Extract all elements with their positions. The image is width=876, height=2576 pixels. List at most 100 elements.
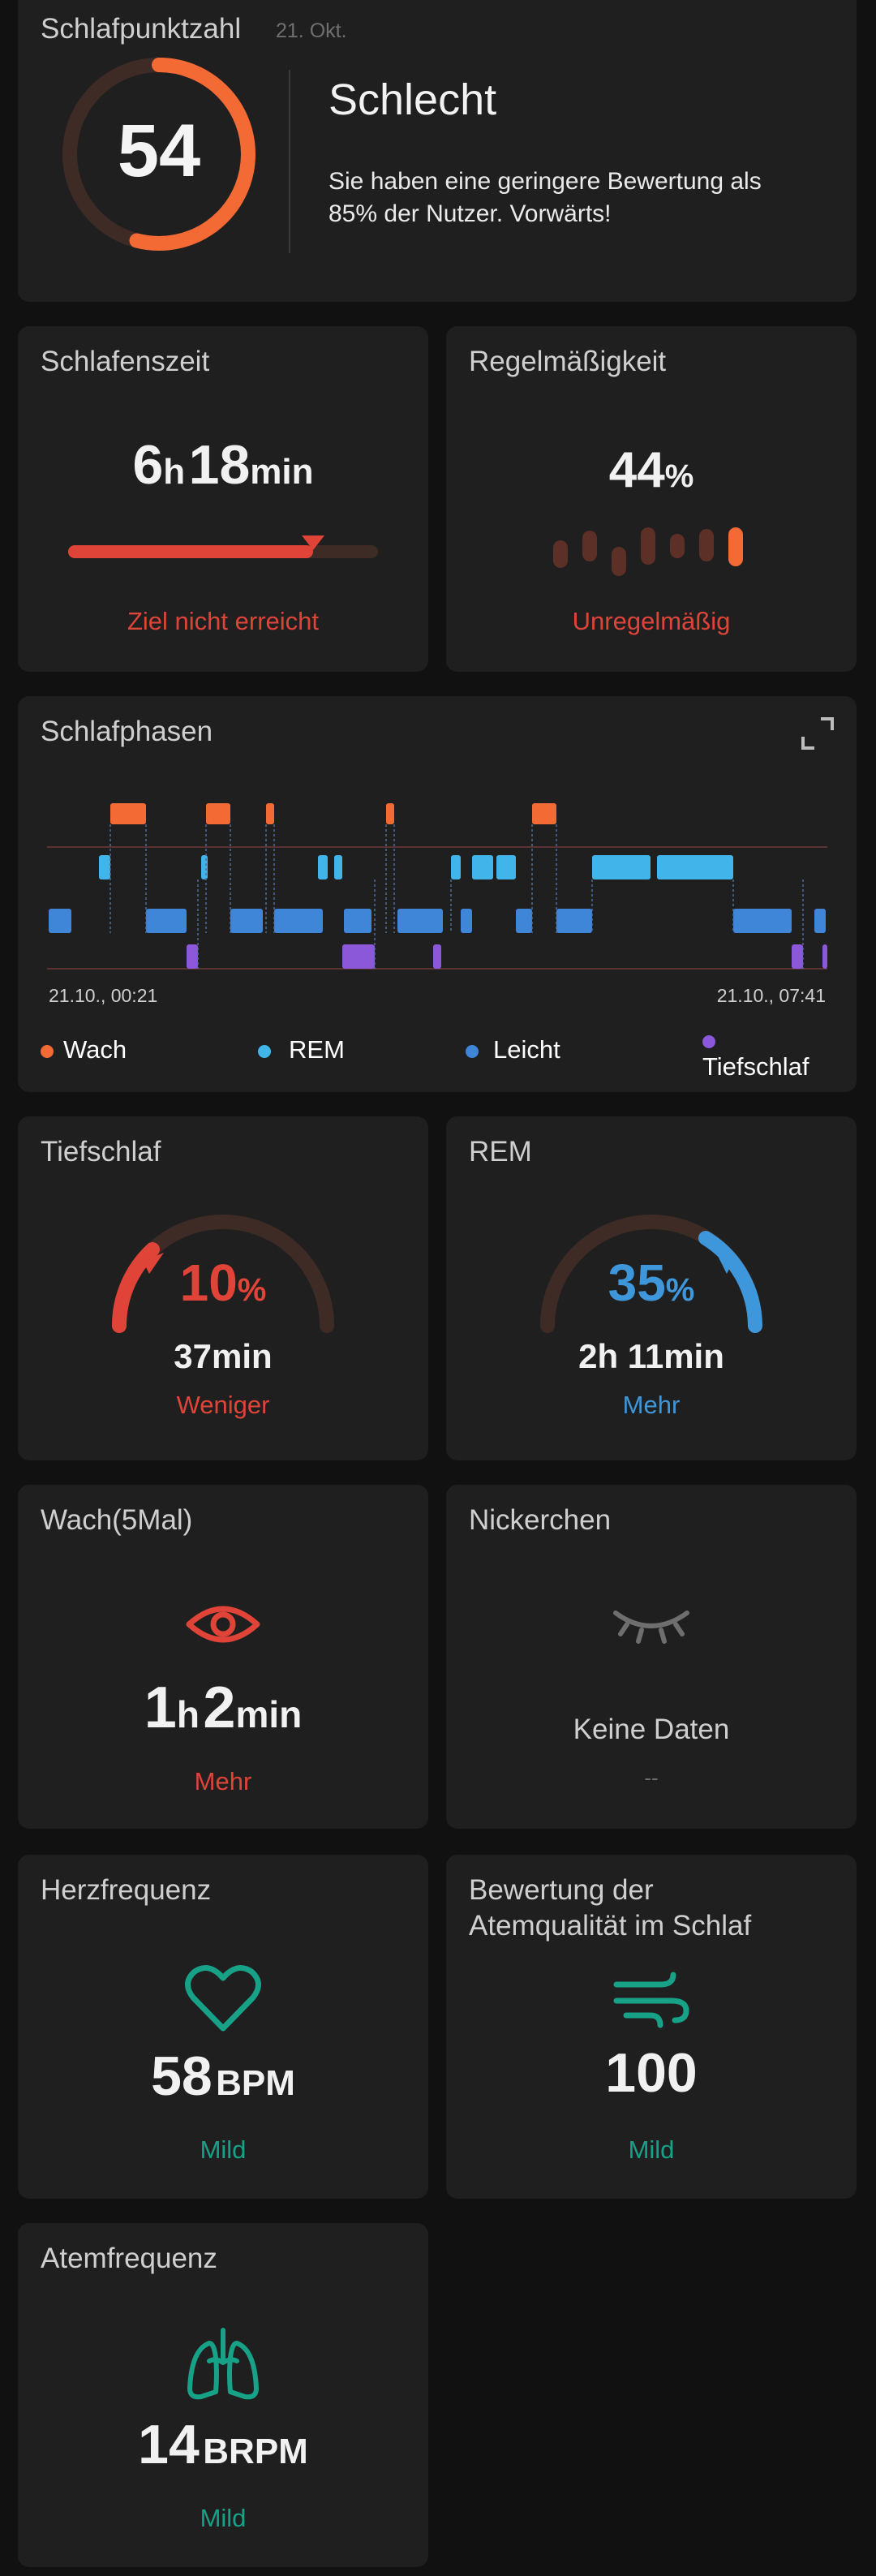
sleep-time-progress-track (68, 535, 378, 558)
sleep-score-description: Sie haben eine geringere Bewertung als 8… (328, 166, 762, 230)
phase-segment-rem (334, 855, 342, 879)
legend-dot (41, 1045, 54, 1058)
phase-segment-leicht (733, 909, 792, 933)
nap-placeholder: -- (644, 1765, 659, 1790)
heart-rate-value: 58 BPM (18, 2045, 428, 2108)
regularity-unit: % (664, 458, 694, 494)
phase-segment-wach (386, 803, 394, 824)
heart-icon (185, 1965, 261, 2032)
rem-card[interactable]: REM 35% 2h 11min Mehr (446, 1116, 857, 1460)
regularity-bar (612, 547, 626, 576)
phase-segment-rem (201, 855, 208, 879)
phase-segment-wach (110, 803, 146, 824)
heart-rate-number: 58 (151, 2045, 213, 2107)
breathing-quality-title: Bewertung der Atemqualität im Schlaf (469, 1873, 751, 1944)
rem-status: Mehr (622, 1391, 681, 1419)
regularity-title: Regelmäßigkeit (469, 346, 667, 377)
phase-segment-leicht (814, 909, 826, 933)
score-ring (62, 58, 256, 251)
phase-segment-rem (99, 855, 110, 879)
deep-sleep-gauge (111, 1215, 334, 1333)
phase-segment-rem (657, 855, 733, 879)
regularity-number: 44 (608, 442, 665, 498)
phase-segment-rem (472, 855, 493, 879)
expand-icon[interactable] (800, 716, 835, 751)
respiratory-rate-status: Mild (200, 2504, 247, 2532)
phase-segment-leicht (556, 909, 592, 933)
sleep-time-card[interactable]: Schlafenszeit 6h 18min Ziel nicht erreic… (18, 326, 428, 672)
regularity-card[interactable]: Regelmäßigkeit 44% Unregelmäßig (446, 326, 857, 672)
phase-segment-tiefschlaf (187, 944, 198, 969)
heart-rate-card[interactable]: Herzfrequenz 58 BPM Mild (18, 1855, 428, 2199)
rem-duration: 2h 11min (578, 1337, 724, 1375)
deep-sleep-title: Tiefschlaf (41, 1136, 161, 1168)
breathing-quality-card[interactable]: Bewertung der Atemqualität im Schlaf 100… (446, 1855, 857, 2199)
minutes-value: 18 (188, 434, 251, 496)
hours-unit: h (163, 452, 186, 492)
awake-minutes-unit: min (235, 1693, 303, 1735)
regularity-status: Unregelmäßig (572, 607, 731, 635)
deep-sleep-card[interactable]: Tiefschlaf 10% 37min Weniger (18, 1116, 428, 1460)
phase-segment-rem (451, 855, 461, 879)
regularity-value: 44% (446, 441, 857, 499)
awake-card[interactable]: Wach(5Mal) 1h 2min Mehr (18, 1485, 428, 1829)
divider (289, 70, 290, 253)
awake-hours: 1 (144, 1675, 177, 1740)
closed-eye-icon (613, 1611, 689, 1644)
hours-value: 6 (132, 434, 164, 496)
legend-item-wach: Wach (41, 1035, 127, 1064)
regularity-bar (641, 527, 655, 565)
phase-segment-leicht (230, 909, 263, 933)
legend-item-tiefschlaf: Tiefschlaf (702, 1035, 834, 1082)
description-line-2: 85% der Nutzer. Vorwärts! (328, 200, 612, 227)
phase-segment-leicht (146, 909, 187, 933)
phase-segment-tiefschlaf (822, 944, 827, 969)
respiratory-rate-value: 14 BRPM (18, 2413, 428, 2476)
phase-segment-leicht (516, 909, 532, 933)
nap-card[interactable]: Nickerchen Keine Daten -- (446, 1485, 857, 1829)
breathing-quality-value: 100 (605, 2042, 698, 2104)
deep-sleep-percent-value: 10 (179, 1254, 238, 1312)
breathing-quality-status: Mild (628, 2135, 675, 2164)
awake-title: Wach(5Mal) (41, 1504, 193, 1536)
sleep-phase-chart (47, 803, 827, 970)
phase-segment-leicht (274, 909, 323, 933)
nap-title: Nickerchen (469, 1504, 612, 1536)
phase-start-label: 21.10., 00:21 (49, 985, 158, 1006)
rem-percent: 35% (446, 1253, 857, 1313)
rem-title: REM (469, 1136, 532, 1168)
legend-dot (466, 1045, 479, 1058)
phase-segment-leicht (344, 909, 371, 933)
regularity-bar (670, 534, 685, 558)
wind-icon (613, 1972, 689, 2028)
awake-hours-unit: h (176, 1693, 200, 1735)
deep-sleep-percent-unit: % (237, 1272, 267, 1308)
eye-icon (186, 1606, 260, 1643)
sleep-score-date: 21. Okt. (276, 19, 347, 42)
phase-segment-tiefschlaf (433, 944, 441, 969)
sleep-score-card[interactable]: Schlafpunktzahl 21. Okt. 54 Schlecht Sie… (18, 0, 857, 302)
sleep-time-title: Schlafenszeit (41, 346, 210, 377)
phase-segment-leicht (49, 909, 71, 933)
phase-segment-rem (496, 855, 516, 879)
legend-label: Tiefschlaf (702, 1052, 809, 1081)
legend-item-leicht: Leicht (466, 1035, 560, 1064)
awake-minutes: 2 (203, 1675, 236, 1740)
phase-segment-tiefschlaf (342, 944, 375, 969)
description-line-1: Sie haben eine geringere Bewertung als (328, 168, 762, 195)
phase-segment-leicht (397, 909, 443, 933)
sleep-phases-title: Schlafphasen (41, 716, 213, 747)
rem-gauge (540, 1215, 762, 1333)
rem-percent-unit: % (665, 1272, 695, 1308)
sleep-phases-card[interactable]: Schlafphasen (18, 696, 857, 1092)
phase-segment-rem (318, 855, 328, 879)
legend-dot (258, 1045, 271, 1058)
legend-label: Wach (63, 1035, 127, 1064)
goal-marker-icon (301, 535, 324, 550)
sleep-time-value: 6h 18min (18, 433, 428, 497)
breathing-quality-title-line-2: Atemqualität im Schlaf (469, 1910, 752, 1942)
respiratory-rate-card[interactable]: Atemfrequenz 14 BRPM Mild (18, 2223, 428, 2567)
phase-segment-wach (532, 803, 556, 824)
rem-percent-value: 35 (608, 1254, 666, 1312)
regularity-bar (699, 529, 714, 561)
